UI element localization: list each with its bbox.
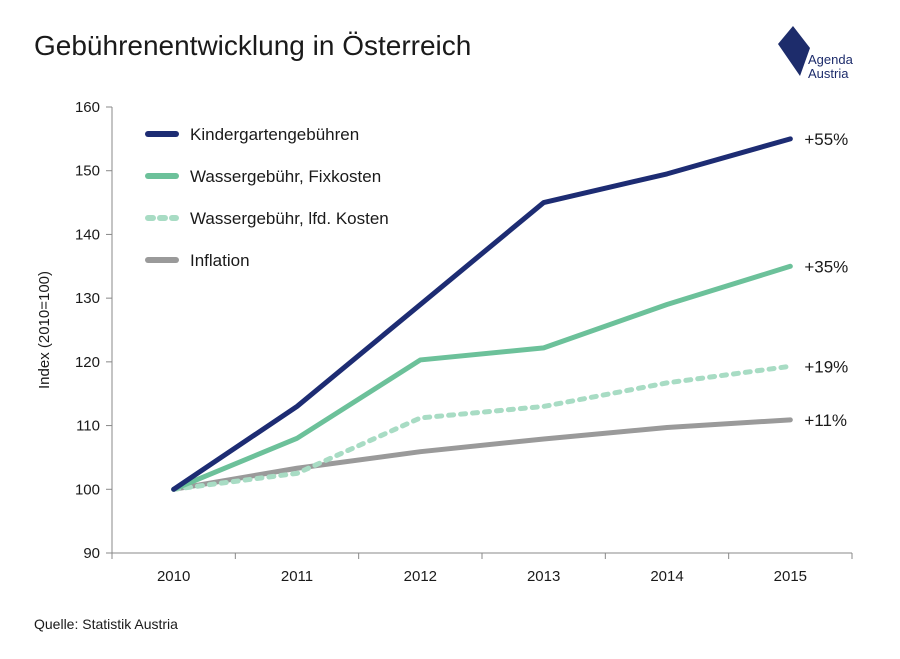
legend-label: Wassergebühr, lfd. Kosten xyxy=(190,209,389,228)
legend-label: Inflation xyxy=(190,251,250,270)
chart-series xyxy=(171,136,793,492)
y-tick-label: 130 xyxy=(75,290,100,307)
legend-label: Wassergebühr, Fixkosten xyxy=(190,167,381,186)
y-axis-title: Index (2010=100) xyxy=(36,271,53,389)
series-end-label: +55% xyxy=(804,130,848,149)
series-end-label: +35% xyxy=(804,257,848,276)
chart-axes: 90 100 110 120 130 140 150 160 2010 2011 2012 2013 2… xyxy=(36,99,853,585)
y-tick-label: 110 xyxy=(76,418,100,435)
logo-word-austria: Austria xyxy=(808,66,849,81)
y-tick-label: 160 xyxy=(75,99,100,116)
x-tick-label: 2010 xyxy=(157,568,190,585)
y-tick-label: 90 xyxy=(83,545,100,562)
x-tick-label: 2011 xyxy=(281,568,313,585)
source-note: Quelle: Statistik Austria xyxy=(34,616,178,632)
legend-label: Kindergartengebühren xyxy=(190,125,359,144)
x-tick-label: 2013 xyxy=(527,568,560,585)
y-tick-label: 140 xyxy=(75,226,100,243)
y-tick-label: 120 xyxy=(75,354,100,371)
series-line-1 xyxy=(171,263,793,492)
chart-legend: Kindergartengebühren Wassergebühr, Fixkos… xyxy=(145,125,389,270)
series-end-label: +11% xyxy=(804,411,847,430)
logo-word-agenda: Agenda xyxy=(808,52,853,67)
chart-title: Gebührenentwicklung in Österreich xyxy=(34,30,472,61)
logo-mark-icon xyxy=(778,26,810,76)
chart-end-labels: +55% +35% +19% +11% xyxy=(804,130,848,430)
y-tick-label: 150 xyxy=(75,163,100,180)
series-line-2 xyxy=(171,363,793,492)
y-tick-label: 100 xyxy=(75,481,100,498)
x-tick-label: 2015 xyxy=(774,568,807,585)
series-line-3 xyxy=(171,417,793,492)
x-tick-label: 2014 xyxy=(650,568,683,585)
series-end-label: +19% xyxy=(804,357,848,376)
series-line-0 xyxy=(171,136,793,492)
x-tick-label: 2012 xyxy=(404,568,437,585)
agenda-austria-logo: Agenda Austria xyxy=(776,26,876,82)
line-chart: 90 100 110 120 130 140 150 160 2010 2011 2012 2013 2… xyxy=(36,99,853,585)
